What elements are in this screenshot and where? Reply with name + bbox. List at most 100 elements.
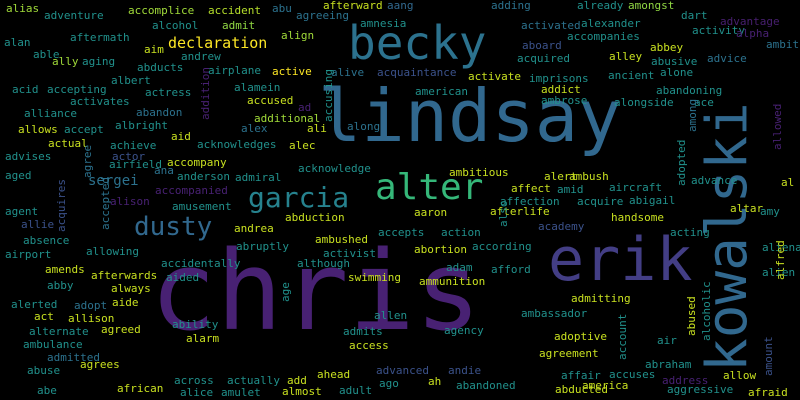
word-acquaintance: acquaintance bbox=[377, 66, 457, 79]
word-allows: allows bbox=[18, 123, 58, 136]
word-alley: alley bbox=[609, 50, 643, 63]
word-allowed: allowed bbox=[771, 103, 784, 150]
word-afterwards: afterwards bbox=[91, 269, 158, 282]
word-actual: actual bbox=[48, 137, 88, 150]
word-ali: ali bbox=[307, 122, 327, 135]
word-allison: allison bbox=[68, 312, 115, 325]
word-agrees: agrees bbox=[80, 358, 120, 371]
word-aide: aide bbox=[112, 296, 139, 309]
word-afterlife: afterlife bbox=[490, 205, 550, 218]
word-ambrose: ambrose bbox=[541, 94, 588, 107]
word-sergei: sergei bbox=[88, 173, 139, 189]
word-abortion: abortion bbox=[414, 243, 467, 256]
word-amulet: amulet bbox=[221, 386, 261, 399]
word-accompanied: accompanied bbox=[155, 184, 228, 197]
word-advance: advance bbox=[691, 174, 738, 187]
word-alex: alex bbox=[241, 122, 268, 135]
word-accepting: accepting bbox=[47, 83, 107, 96]
word-abuse: abuse bbox=[27, 364, 61, 377]
word-ally: ally bbox=[52, 55, 79, 68]
word-acknowledges: acknowledges bbox=[197, 138, 277, 151]
word-amount: amount bbox=[762, 336, 775, 376]
word-aging: aging bbox=[82, 55, 116, 68]
word-amnesia: amnesia bbox=[360, 17, 407, 30]
word-abby: abby bbox=[47, 279, 74, 292]
word-erik: erik bbox=[548, 225, 693, 295]
word-ahead: ahead bbox=[317, 368, 351, 381]
word-add: add bbox=[287, 374, 307, 387]
word-advises: advises bbox=[5, 150, 52, 163]
word-ad: ad bbox=[298, 101, 312, 114]
word-alienate: alienate bbox=[762, 241, 800, 254]
word-addition: addition bbox=[199, 67, 212, 120]
word-alliance: alliance bbox=[24, 107, 77, 120]
word-adam: adam bbox=[446, 261, 473, 274]
word-abruptly: abruptly bbox=[236, 240, 289, 253]
word-america: america bbox=[582, 379, 629, 392]
word-abandoned: abandoned bbox=[456, 379, 516, 392]
word-adventure: adventure bbox=[44, 9, 104, 22]
word-accomplice: accomplice bbox=[128, 4, 195, 17]
word-ability: ability bbox=[172, 318, 219, 331]
word-alive: alive bbox=[331, 66, 365, 79]
word-abu: abu bbox=[272, 2, 292, 15]
word-andrea: andrea bbox=[234, 222, 274, 235]
word-amusement: amusement bbox=[172, 200, 232, 213]
word-although: although bbox=[297, 257, 350, 270]
word-anderson: anderson bbox=[177, 170, 230, 183]
word-ambitious: ambitious bbox=[449, 166, 509, 179]
word-actress: actress bbox=[145, 86, 192, 99]
word-ambassador: ambassador bbox=[521, 307, 588, 320]
word-amends: amends bbox=[45, 263, 85, 276]
word-airport: airport bbox=[5, 248, 52, 261]
word-among: among bbox=[686, 98, 699, 132]
word-action: action bbox=[441, 226, 481, 239]
word-afterward: afterward bbox=[323, 0, 383, 12]
word-accepts: accepts bbox=[378, 226, 425, 239]
word-ago: ago bbox=[379, 377, 399, 390]
word-admit: admit bbox=[222, 19, 256, 32]
word-alias: alias bbox=[6, 2, 40, 15]
word-becky: becky bbox=[348, 16, 487, 70]
word-ambulance: ambulance bbox=[23, 338, 83, 351]
word-abandoning: abandoning bbox=[656, 84, 723, 97]
word-adult: adult bbox=[339, 384, 373, 397]
word-agree: agree bbox=[81, 144, 94, 178]
word-ana: ana bbox=[154, 164, 174, 177]
word-acquire: acquire bbox=[577, 195, 624, 208]
word-amid: amid bbox=[557, 183, 584, 196]
word-al: al bbox=[781, 176, 795, 189]
word-ammunition: ammunition bbox=[419, 275, 486, 288]
word-actually: actually bbox=[227, 374, 280, 387]
word-account: account bbox=[616, 313, 629, 360]
word-affection: affection bbox=[500, 195, 560, 208]
word-affair: affair bbox=[561, 369, 601, 382]
word-amy: amy bbox=[760, 205, 780, 218]
word-absence: absence bbox=[23, 234, 70, 247]
word-accompany: accompany bbox=[167, 156, 227, 169]
word-achieve: achieve bbox=[110, 139, 157, 152]
word-along: along bbox=[347, 120, 381, 133]
word-ambition: ambition bbox=[766, 38, 800, 51]
word-abraham: abraham bbox=[645, 358, 692, 371]
word-abducts: abducts bbox=[137, 61, 184, 74]
word-address: address bbox=[662, 374, 709, 387]
word-alfred: alfred bbox=[774, 240, 787, 280]
word-aang: aang bbox=[387, 0, 414, 12]
word-agreeing: agreeing bbox=[296, 9, 349, 22]
word-abduction: abduction bbox=[285, 211, 345, 224]
word-afraid: afraid bbox=[748, 386, 788, 399]
word-accept: accept bbox=[64, 123, 104, 136]
word-additional: additional bbox=[254, 112, 321, 125]
word-airfield: airfield bbox=[109, 158, 162, 171]
word-afford: afford bbox=[491, 263, 531, 276]
word-activity: activity bbox=[692, 24, 745, 37]
word-admitted: admitted bbox=[47, 351, 100, 364]
word-airplane: airplane bbox=[208, 64, 261, 77]
word-aged: aged bbox=[5, 169, 32, 182]
word-activist: activist bbox=[323, 247, 376, 260]
word-ancient: ancient bbox=[608, 69, 655, 82]
word-chris: chris bbox=[150, 227, 482, 355]
word-already: already bbox=[577, 0, 624, 12]
word-adding: adding bbox=[491, 0, 531, 12]
